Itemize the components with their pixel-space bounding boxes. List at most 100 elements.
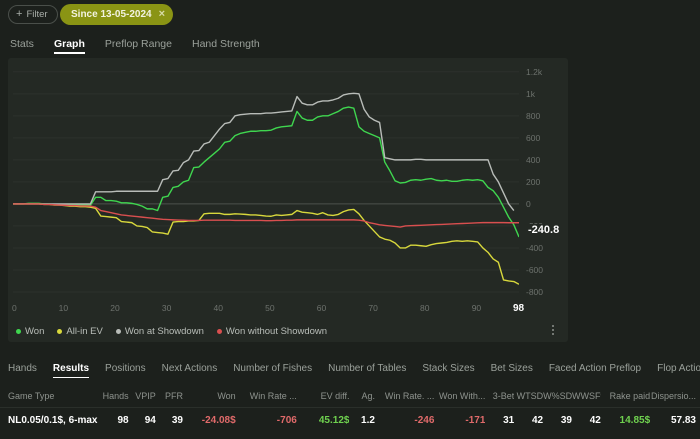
close-icon[interactable]: × — [158, 8, 166, 20]
legend-item-all-in-ev[interactable]: All-in EV — [57, 326, 103, 337]
x-tick-label: 20 — [110, 303, 120, 313]
x-tick-label: 60 — [316, 303, 327, 313]
current-value-badge: -240.8 — [526, 224, 562, 238]
y-tick-label: 0 — [526, 198, 531, 209]
y-tick-label: 600 — [526, 132, 541, 143]
results-line-chart — [13, 71, 519, 293]
add-filter-button[interactable]: + Filter — [8, 5, 58, 24]
plus-icon: + — [16, 8, 23, 20]
chart-plot-area — [13, 63, 519, 303]
x-tick-label: 50 — [265, 303, 275, 313]
legend-item-won[interactable]: Won — [16, 326, 44, 337]
x-tick-label: 30 — [161, 303, 172, 313]
y-tick-label: 400 — [526, 154, 541, 165]
legend-dot-icon — [57, 328, 63, 334]
y-tick-label: 1k — [526, 88, 535, 99]
col-ev-diff[interactable]: EV diff. — [320, 391, 350, 401]
subtab-stack-sizes[interactable]: Stack Sizes — [422, 363, 475, 374]
tab-preflop-range[interactable]: Preflop Range — [104, 37, 172, 50]
col-wwsf[interactable]: WWSF% — [572, 391, 601, 401]
subtab-bet-sizes[interactable]: Bet Sizes — [490, 363, 533, 374]
cell-wwsf: 42 — [589, 415, 601, 426]
col-vpip[interactable]: VPIP — [135, 391, 156, 401]
col-wtsd[interactable]: WTSD — [516, 391, 544, 401]
cell-wsd: 39 — [560, 415, 572, 426]
y-tick-label: 1.2k — [526, 66, 543, 77]
cell-won-with: -171 — [465, 415, 486, 426]
legend-label: Won without Showdown — [225, 325, 328, 337]
col-wsd[interactable]: W%SD — [543, 391, 572, 401]
x-tick-label-current: 98 — [513, 303, 525, 314]
cell-dispersion: 57.83 — [670, 415, 696, 426]
legend-label: Won — [25, 325, 45, 337]
col-won-with[interactable]: Won With... — [439, 391, 486, 401]
col-3bet[interactable]: 3-Bet — [492, 391, 515, 401]
x-tick-label: 90 — [471, 303, 482, 313]
series-all-in-ev — [13, 203, 519, 285]
cell-game-type: NL0.05/0.1$, 6-max — [8, 415, 98, 426]
tab-hand-strength[interactable]: Hand Strength — [192, 37, 260, 50]
graph-card: 1.2k1k8006004002000-200-400-600-800-240.… — [8, 58, 568, 342]
cell-ev-diff: 45.12$ — [318, 415, 350, 426]
subtab-results[interactable]: Results — [52, 363, 90, 378]
table-row[interactable]: NL0.05/0.1$, 6-max 98 94 39 -24.08$ -706… — [0, 407, 700, 433]
results-table: Game Type Hands VPIP PFR Won Win Rate ..… — [0, 385, 700, 433]
col-win-rate[interactable]: Win Rate ... — [249, 391, 297, 401]
legend-item-won-at-showdown[interactable]: Won at Showdown — [115, 325, 204, 337]
cell-won: -24.08$ — [201, 415, 236, 426]
filter-bar: + Filter Since 13-05-2024 × — [0, 0, 700, 28]
legend-dot-icon — [216, 328, 222, 334]
tab-stats[interactable]: Stats — [10, 37, 34, 50]
col-dispersion[interactable]: Dispersio... — [650, 391, 696, 401]
subtab-flop-action[interactable]: Flop Action — [657, 363, 700, 374]
col-rake-paid[interactable]: Rake paid — [609, 391, 651, 401]
results-sub-tabs: Hands Results Positions Next Actions Number … — [0, 358, 700, 382]
chart-legend: Won All-in EV Won at Showdown Won without S… — [16, 324, 327, 338]
cell-3bet: 31 — [503, 415, 515, 426]
y-tick-label: 800 — [526, 110, 541, 121]
x-tick-label: 10 — [58, 303, 69, 313]
y-tick-label: -400 — [526, 242, 544, 253]
series-won-without-showdown — [13, 203, 519, 228]
cell-hands: 98 — [117, 415, 129, 426]
col-pfr[interactable]: PFR — [165, 391, 183, 401]
cell-pfr: 39 — [171, 415, 183, 426]
col-ag[interactable]: Ag. — [361, 391, 375, 401]
table-header-row: Game Type Hands VPIP PFR Won Win Rate ..… — [0, 385, 700, 407]
x-axis: 0 10 20 30 40 50 60 70 80 90 98 — [8, 304, 568, 318]
legend-dot-icon — [16, 328, 21, 334]
cell-wtsd: 42 — [532, 415, 544, 426]
series-won-at-showdown — [13, 92, 515, 211]
cell-ag: 1.2 — [361, 415, 375, 426]
cell-rake-paid: 14.85$ — [619, 415, 651, 426]
subtab-faced-action-preflop[interactable]: Faced Action Preflop — [548, 363, 642, 374]
series-won — [13, 106, 519, 238]
subtab-hands[interactable]: Hands — [8, 363, 37, 374]
subtab-number-of-tables[interactable]: Number of Tables — [328, 363, 407, 374]
col-won[interactable]: Won — [217, 391, 236, 401]
primary-tabs: Stats Graph Preflop Range Hand Strength — [0, 34, 270, 56]
filter-button-label: Filter — [26, 9, 48, 20]
cell-vpip: 94 — [144, 415, 156, 426]
cell-win-rate-2: -246 — [414, 415, 435, 426]
x-tick-label: 0 — [12, 303, 17, 313]
x-tick-label: 40 — [213, 303, 223, 313]
y-axis: 1.2k1k8006004002000-200-400-600-800-240.… — [526, 58, 570, 308]
subtab-number-of-fishes[interactable]: Number of Fishes — [233, 363, 313, 374]
col-hands[interactable]: Hands — [102, 391, 129, 401]
legend-dot-icon — [115, 328, 121, 334]
tab-graph[interactable]: Graph — [53, 38, 85, 54]
legend-item-won-without-showdown[interactable]: Won without Showdown — [216, 325, 328, 337]
x-tick-label: 70 — [368, 303, 378, 313]
subtab-positions[interactable]: Positions — [105, 363, 146, 374]
cell-win-rate: -706 — [276, 415, 297, 426]
subtab-next-actions[interactable]: Next Actions — [161, 363, 218, 374]
col-win-rate-2[interactable]: Win Rate. ... — [384, 391, 435, 401]
date-filter-chip[interactable]: Since 13-05-2024 × — [60, 4, 174, 25]
y-tick-label: 200 — [526, 176, 541, 187]
col-game-type[interactable]: Game Type — [8, 391, 55, 401]
kebab-menu-icon[interactable] — [548, 322, 558, 338]
y-tick-label: -600 — [526, 264, 544, 275]
legend-label: Won at Showdown — [124, 325, 204, 337]
